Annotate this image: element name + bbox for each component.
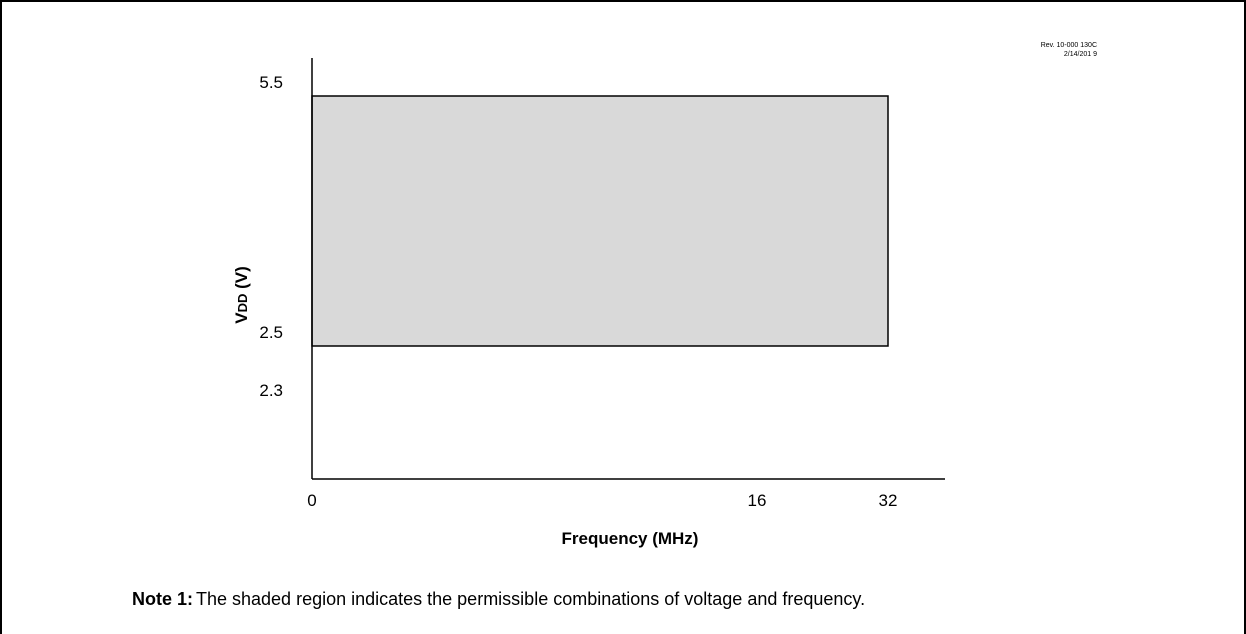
y-tick-label: 5.5 [259, 73, 283, 92]
x-tick-label: 0 [307, 491, 316, 510]
y-tick-label: 2.3 [259, 381, 283, 400]
note: Note 1: The shaded region indicates the p… [132, 589, 865, 610]
note-text: The shaded region indicates the permissi… [196, 589, 866, 609]
x-axis-title: Frequency (MHz) [562, 529, 699, 548]
revision-line-1: Rev. 10-000 130C [1041, 42, 1097, 49]
revision-line-2: 2/14/201 9 [1064, 51, 1097, 58]
y-axis-title: VDD (V) [232, 266, 251, 324]
x-tick-label: 32 [879, 491, 898, 510]
x-tick-label: 16 [748, 491, 767, 510]
y-tick-label: 2.5 [259, 323, 283, 342]
y-axis-title-unit: (V) [232, 266, 251, 293]
note-label: Note 1: [132, 589, 194, 609]
y-axis-title-sub: DD [235, 294, 250, 313]
permissible-region [311, 95, 889, 347]
y-axis-title-main: V [232, 312, 251, 324]
